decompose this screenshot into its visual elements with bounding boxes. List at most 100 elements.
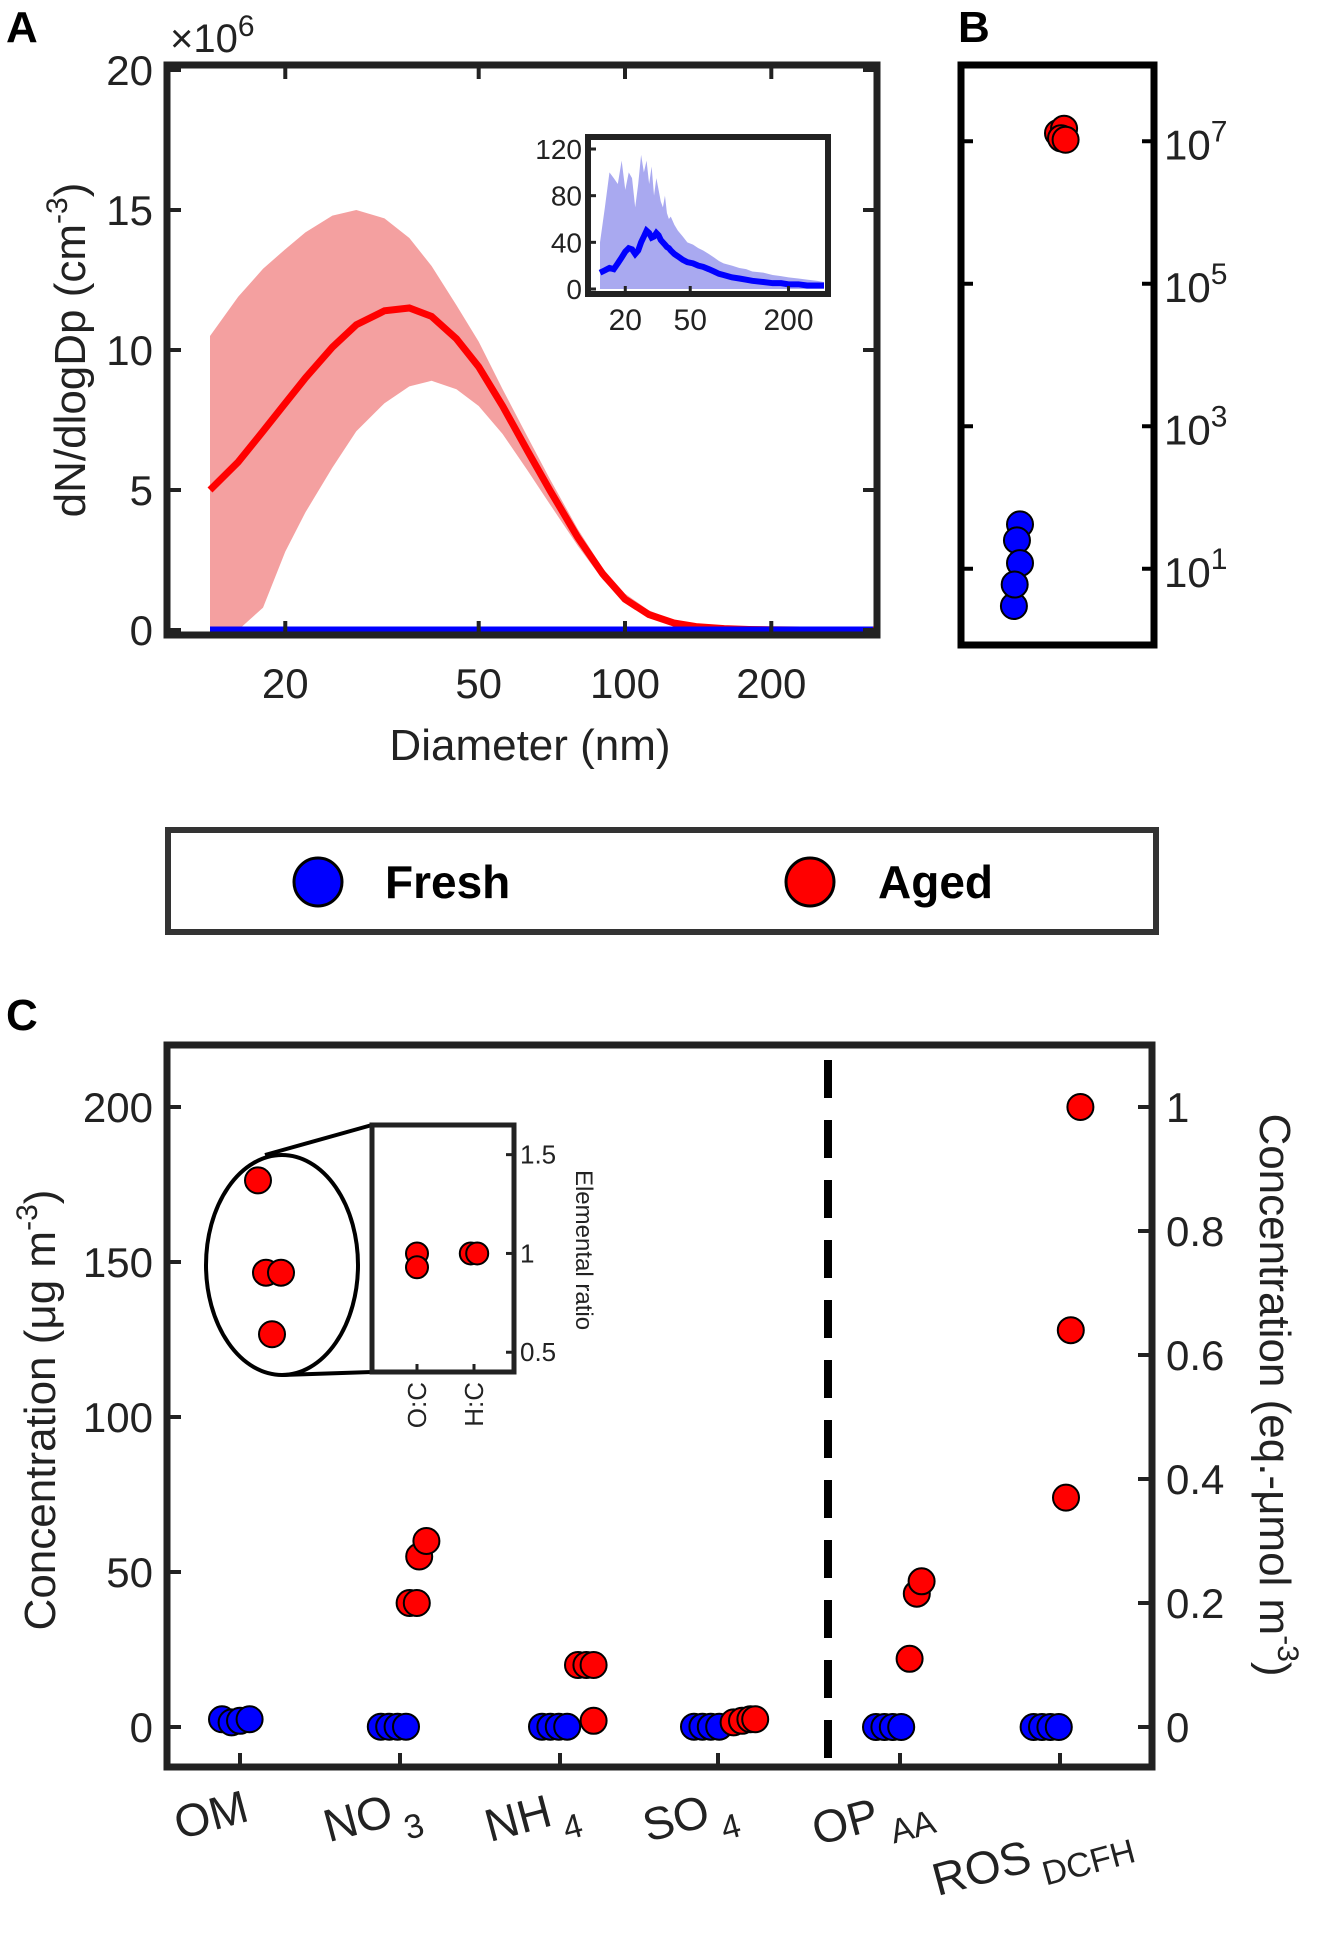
y2-label-text: Concentration (eq.-μmol m xyxy=(1250,1113,1299,1635)
x-tick-label: 50 xyxy=(455,660,502,707)
zoom-point-aged xyxy=(244,1166,272,1195)
y2-tick-label: 1 xyxy=(1166,1084,1189,1131)
panel-c-inset-plot-area xyxy=(405,1241,490,1280)
y2-tick-label: 0.6 xyxy=(1166,1332,1224,1379)
panel-c-zoom-points xyxy=(244,1166,295,1349)
point-aged xyxy=(1056,1316,1085,1345)
inset-y-tick-label: 40 xyxy=(551,227,582,258)
x-category-text: OM xyxy=(168,1780,253,1849)
panel-c-y-axis-label: Concentration (μg m-3) xyxy=(11,1190,65,1631)
point-aged xyxy=(907,1567,936,1596)
panel-c-plot-area xyxy=(208,1093,1095,1741)
panel-c-zoom-connector-top xyxy=(264,1123,373,1157)
inset-band xyxy=(600,154,824,289)
y-tick-label: 20 xyxy=(106,47,153,94)
x-category-sub: 4 xyxy=(717,1806,745,1848)
x-category-text: OPAA xyxy=(806,1774,940,1871)
point-fresh xyxy=(1044,1713,1073,1741)
point-fresh xyxy=(887,1713,916,1741)
point-aged xyxy=(579,1706,608,1735)
y2-tick-label: 0 xyxy=(1166,1704,1189,1751)
y-tick-label-exp: 1 xyxy=(1211,543,1228,576)
y-tick-label: 150 xyxy=(83,1239,153,1286)
x-category-sub: AA xyxy=(886,1803,940,1852)
y-tick-label-base: 10 xyxy=(1164,121,1211,168)
x-category-main: ROS xyxy=(927,1830,1037,1906)
inset-x-tick-label: O:C xyxy=(402,1382,432,1428)
x-category-main: OM xyxy=(168,1780,253,1849)
x-category-main: OP xyxy=(806,1788,884,1855)
x-category-main: NH xyxy=(479,1784,557,1851)
y-label-sup: -3 xyxy=(11,1204,44,1231)
y-tick-label-exp: 7 xyxy=(1211,115,1228,148)
legend: Fresh Aged xyxy=(165,827,1159,935)
y2-label-tail: ) xyxy=(1250,1662,1299,1677)
x-tick-label: 200 xyxy=(736,660,806,707)
inset-y-tick-label: 80 xyxy=(551,181,582,212)
x-category-sub: 3 xyxy=(400,1806,428,1848)
y-tick-label: 5 xyxy=(130,467,153,514)
point-aged xyxy=(895,1644,924,1673)
y-tick-label: 0 xyxy=(130,1704,153,1751)
inset-y-tick-label: 0 xyxy=(566,274,582,305)
y-tick-label-base: 10 xyxy=(1164,264,1211,311)
y-tick-label: 101 xyxy=(1164,543,1227,596)
x-category-text: SO4 xyxy=(637,1777,745,1867)
y-tick-label-exp: 5 xyxy=(1211,258,1228,291)
x-category-label: SO4 xyxy=(637,1777,745,1867)
y-tick-label: 200 xyxy=(83,1084,153,1131)
panel-letter-a: A xyxy=(6,3,38,52)
y-label-tail: ) xyxy=(16,1190,65,1205)
inset-x-tick-label: 50 xyxy=(674,304,707,337)
panel-a-inset-frame xyxy=(585,134,831,297)
y2-tick-label: 0.4 xyxy=(1166,1456,1224,1503)
x-category-label: NO3 xyxy=(318,1777,428,1868)
point-aged xyxy=(1052,1483,1080,1512)
inset-x-tick-label: H:C xyxy=(459,1382,489,1427)
y-multiplier-exp: 6 xyxy=(238,10,255,43)
inset-y-tick-label: 1 xyxy=(520,1238,534,1268)
panel-b-frame xyxy=(957,61,1158,649)
y-label-text: dN/dlogDp (cm xyxy=(46,224,95,517)
y-tick-label-base: 10 xyxy=(1164,406,1211,453)
x-category-label: OM xyxy=(168,1780,253,1849)
x-category-label: ROSDCFH xyxy=(927,1803,1140,1921)
point-fresh xyxy=(392,1712,420,1741)
y-label-sup: -3 xyxy=(41,197,74,224)
legend-marker-fresh xyxy=(292,856,344,908)
y-tick-label-base: 10 xyxy=(1164,549,1211,596)
y-tick-label: 103 xyxy=(1164,400,1227,453)
inset-point-aged xyxy=(465,1241,490,1266)
legend-marker-aged xyxy=(784,856,836,908)
x-category-sub: DCFH xyxy=(1038,1832,1139,1893)
panel-c-frame xyxy=(163,1041,1156,1771)
panel-c-inset-y-axis-label: Elemental ratio xyxy=(570,1170,597,1330)
point-fresh xyxy=(235,1705,264,1734)
y2-tick-label: 0.8 xyxy=(1166,1208,1224,1255)
point-aged xyxy=(1051,125,1080,154)
zoom-point-aged xyxy=(258,1320,286,1349)
x-category-text: NO3 xyxy=(318,1777,428,1868)
inset-y-tick-label: 120 xyxy=(535,134,582,165)
x-tick-label: 20 xyxy=(262,660,309,707)
legend-label-fresh: Fresh xyxy=(385,856,510,908)
zoom-point-aged xyxy=(267,1258,295,1287)
x-category-main: SO xyxy=(637,1784,715,1851)
panel-letter-c: C xyxy=(6,991,38,1040)
panel-b-plot-area xyxy=(999,114,1080,621)
x-category-text: ROSDCFH xyxy=(927,1803,1140,1921)
legend-label-aged: Aged xyxy=(878,856,993,908)
y-tick-label-exp: 3 xyxy=(1211,400,1228,433)
panel-a-y-axis-label: dN/dlogDp (cm-3) xyxy=(41,183,95,518)
panel-a-inset-ticks: 0 40 80 120 20 50 200 xyxy=(535,134,813,337)
x-tick-label: 100 xyxy=(590,660,660,707)
y-tick-label: 105 xyxy=(1164,258,1227,311)
panel-a-inset-plot-area xyxy=(598,154,824,289)
y-tick-label: 100 xyxy=(83,1394,153,1441)
x-category-label: OPAA xyxy=(806,1774,940,1871)
panel-a-y-multiplier: ×106 xyxy=(170,10,255,61)
